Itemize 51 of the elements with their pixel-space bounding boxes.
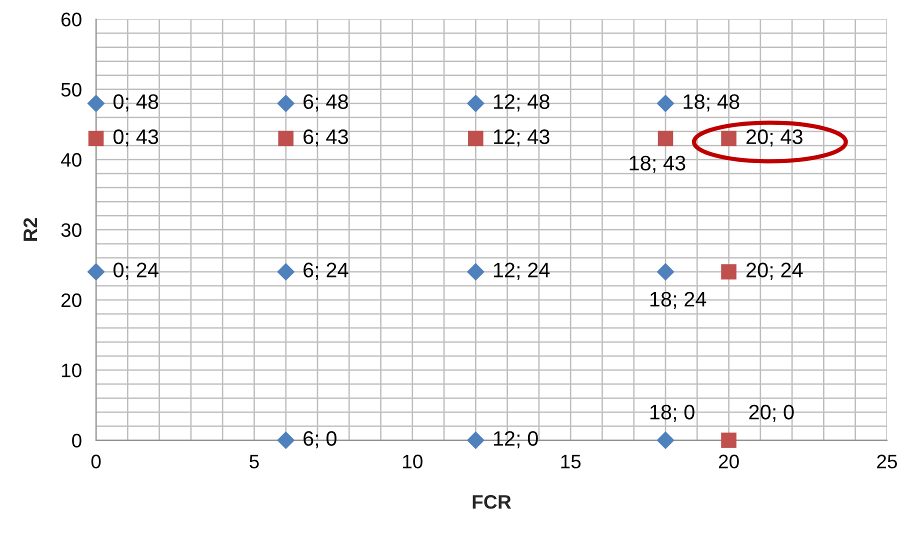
y-tick-label: 20 xyxy=(62,293,82,308)
data-label: 6; 48 xyxy=(304,94,348,112)
point xyxy=(277,431,295,450)
point xyxy=(277,262,295,281)
x-tick-label: 10 xyxy=(403,454,422,468)
data-label: 20; 0 xyxy=(749,404,794,422)
point xyxy=(466,262,485,281)
data-label: 20; 43 xyxy=(746,129,802,147)
y-tick-label: 60 xyxy=(62,12,82,26)
data-label: 6; 0 xyxy=(304,431,336,448)
x-tick-label: 5 xyxy=(250,454,259,468)
data-label: 18; 0 xyxy=(650,404,694,422)
y-tick-label: 0 xyxy=(72,434,82,448)
point xyxy=(658,130,674,146)
point xyxy=(721,264,736,280)
y-axis-title: R2 xyxy=(23,218,38,241)
point xyxy=(656,94,674,112)
y-tick-label: 10 xyxy=(62,364,82,378)
x-tick-label: 25 xyxy=(877,454,897,468)
y-tick-label: 40 xyxy=(60,153,82,167)
point xyxy=(721,432,736,448)
data-label: 12; 0 xyxy=(494,431,538,448)
point xyxy=(466,431,485,450)
point xyxy=(656,431,674,450)
data-label: 6; 24 xyxy=(304,262,348,280)
x-tick-label: 15 xyxy=(561,454,581,468)
x-tick-label: 0 xyxy=(91,454,101,468)
point xyxy=(278,130,294,146)
point xyxy=(656,262,674,281)
data-label: 18; 43 xyxy=(630,156,686,173)
data-label: 12; 48 xyxy=(494,94,550,112)
data-label: 0; 24 xyxy=(114,262,158,280)
x-axis-title: FCR xyxy=(472,495,512,509)
point xyxy=(87,262,105,281)
data-label: 6; 43 xyxy=(304,129,348,147)
data-label: 0; 43 xyxy=(114,129,158,147)
data-label: 18; 24 xyxy=(650,292,706,310)
point xyxy=(468,130,484,146)
point xyxy=(721,130,736,146)
y-tick-label: 50 xyxy=(61,82,82,97)
point xyxy=(466,94,485,112)
x-tick-label: 20 xyxy=(718,454,739,468)
data-label: 20; 24 xyxy=(746,262,803,280)
y-tick-label: 30 xyxy=(61,223,82,237)
data-label: 0; 48 xyxy=(114,94,158,112)
point xyxy=(87,94,105,112)
data-label: 12; 24 xyxy=(494,262,550,280)
data-label: 12; 43 xyxy=(494,129,550,147)
point xyxy=(277,94,295,112)
data-label: 18; 48 xyxy=(684,94,740,112)
point xyxy=(88,130,104,146)
